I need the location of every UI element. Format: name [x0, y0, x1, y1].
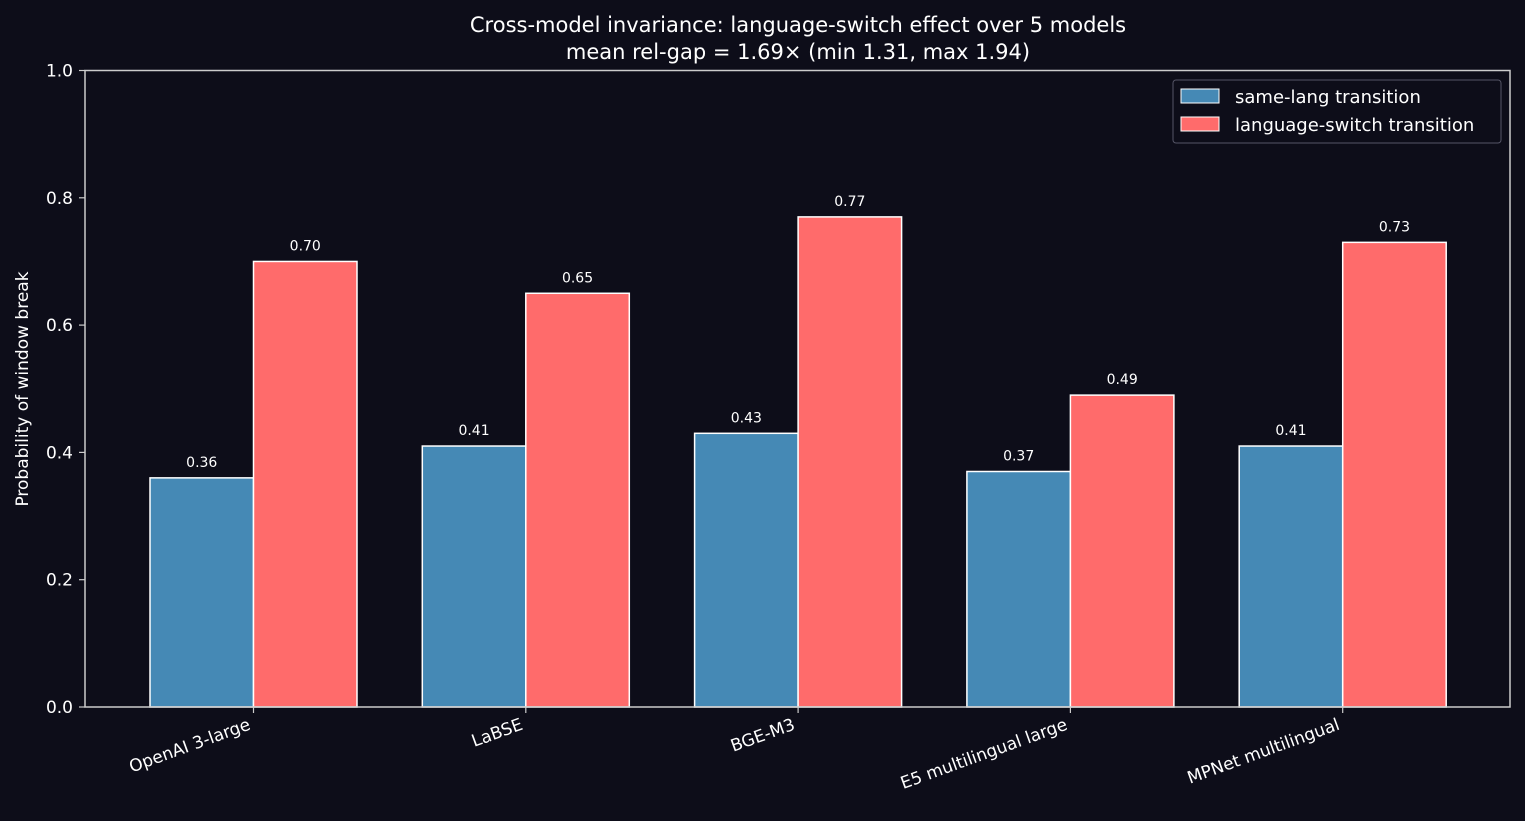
- bar-value-label: 0.70: [290, 238, 321, 254]
- y-tick-label: 0.6: [46, 316, 73, 336]
- legend-swatch-language-switch: [1180, 116, 1220, 132]
- y-axis-label: Probability of window break: [13, 271, 33, 506]
- bar-same-lang: [149, 477, 255, 708]
- bar-value-label: 0.77: [834, 194, 865, 210]
- y-tick-label: 1.0: [46, 62, 73, 82]
- bar-same-lang: [966, 470, 1072, 708]
- legend-swatch-same-lang: [1180, 88, 1220, 104]
- bar-value-label: 0.36: [186, 455, 217, 471]
- bar-value-label: 0.41: [458, 423, 489, 439]
- y-tick-label: 0.0: [46, 698, 73, 718]
- bar-language-switch: [797, 216, 903, 708]
- y-tick-label: 0.4: [46, 443, 73, 463]
- bar-value-label: 0.49: [1107, 372, 1138, 388]
- bar-language-switch: [525, 292, 631, 708]
- plot-frame: [84, 69, 1511, 708]
- y-axis-ticks: 0.0 0.2 0.4 0.6 0.8 1.0: [46, 62, 85, 718]
- bar-value-label: 0.73: [1379, 219, 1410, 235]
- bar-language-switch: [1341, 241, 1447, 708]
- bar-same-lang: [693, 432, 799, 708]
- bar-value-label: 0.65: [562, 270, 593, 286]
- legend-label-language-switch: language-switch transition: [1235, 115, 1474, 136]
- legend-label-same-lang: same-lang transition: [1235, 87, 1421, 108]
- data-labels: 0.36 0.70 0.41 0.65 0.43 0.77 0.37 0.49 0.41 0.73: [186, 194, 1410, 471]
- chart-subtitle: mean rel-gap = 1.69× (min 1.31, max 1.94…: [566, 40, 1030, 64]
- bar-value-label: 0.41: [1275, 423, 1306, 439]
- y-tick-label: 0.8: [46, 189, 73, 209]
- bar-value-label: 0.37: [1003, 448, 1034, 464]
- bar-same-lang: [1238, 445, 1344, 708]
- bar-value-label: 0.43: [731, 410, 762, 426]
- bar-same-lang: [421, 445, 527, 708]
- legend: same-lang transition language-switch tra…: [1172, 79, 1502, 144]
- bar-language-switch: [1069, 394, 1175, 708]
- legend-box: [1172, 79, 1502, 144]
- bars: [149, 216, 1447, 708]
- y-tick-label: 0.2: [46, 571, 73, 591]
- chart-title: Cross-model invariance: language-switch …: [470, 13, 1126, 37]
- bar-language-switch: [252, 260, 358, 708]
